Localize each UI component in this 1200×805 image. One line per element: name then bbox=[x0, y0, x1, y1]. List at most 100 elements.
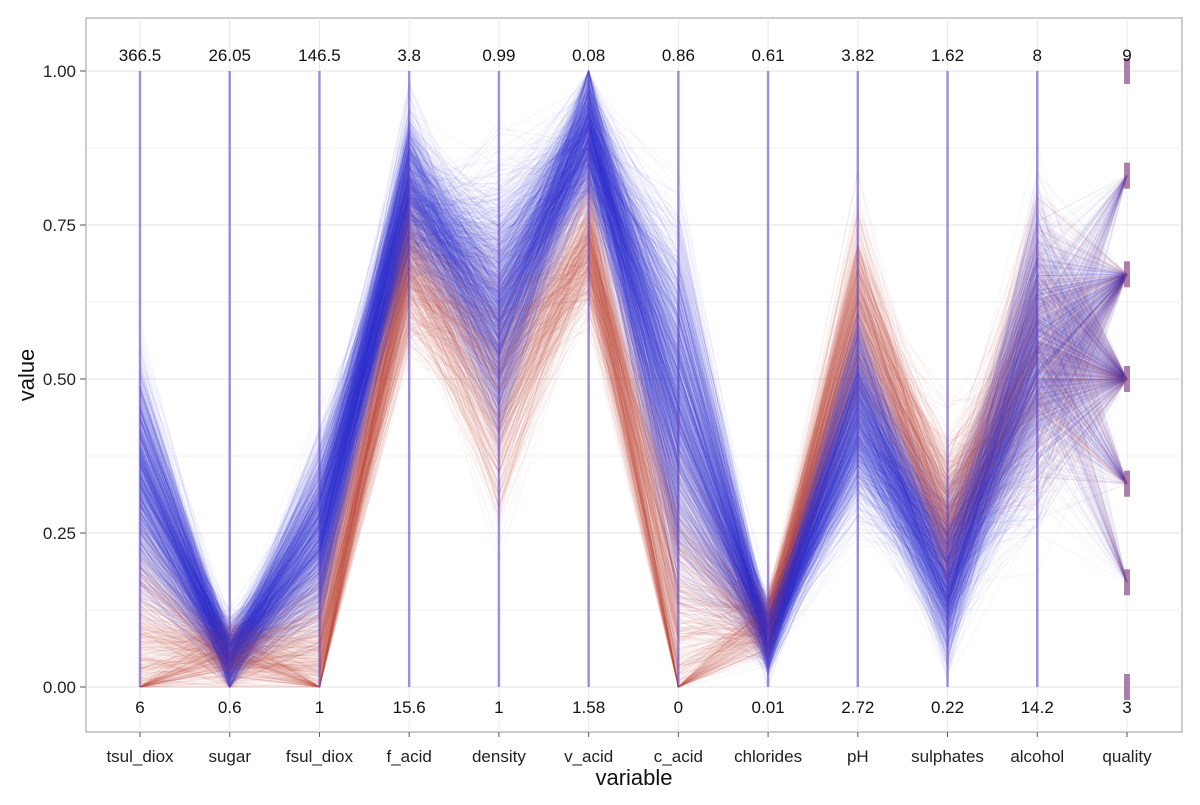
data-line bbox=[139, 159, 1128, 688]
data-line bbox=[139, 245, 1128, 671]
data-line bbox=[139, 270, 1128, 688]
data-line bbox=[139, 108, 1128, 674]
data-line bbox=[139, 117, 1128, 674]
data-line bbox=[139, 130, 1128, 674]
data-line bbox=[139, 124, 1128, 667]
data-line bbox=[139, 199, 1128, 664]
x-tick-label: sulphates bbox=[911, 747, 984, 766]
data-line bbox=[139, 195, 1128, 688]
data-line bbox=[139, 116, 1128, 659]
data-line bbox=[139, 117, 1128, 665]
data-line bbox=[139, 98, 1128, 666]
data-line bbox=[139, 119, 1128, 665]
data-line bbox=[139, 111, 1128, 657]
data-line bbox=[139, 80, 1128, 666]
data-line bbox=[139, 192, 1128, 651]
data-line bbox=[139, 125, 1128, 674]
data-line bbox=[139, 161, 1128, 639]
data-line bbox=[139, 112, 1128, 654]
data-line bbox=[139, 145, 1128, 647]
data-line bbox=[139, 144, 1128, 684]
data-line bbox=[139, 82, 1128, 656]
axis-max-label: 8 bbox=[1033, 46, 1042, 65]
data-line bbox=[139, 87, 1128, 671]
data-line bbox=[139, 124, 1128, 673]
data-line bbox=[139, 202, 1128, 688]
data-line bbox=[139, 240, 1128, 688]
data-line bbox=[139, 139, 1128, 656]
data-line bbox=[139, 98, 1128, 644]
data-line bbox=[139, 111, 1128, 659]
data-line bbox=[139, 190, 1128, 670]
data-line bbox=[139, 138, 1128, 689]
data-line bbox=[139, 253, 1128, 667]
data-line bbox=[139, 119, 1128, 643]
data-line bbox=[139, 182, 1128, 648]
data-line bbox=[139, 259, 1128, 688]
data-line bbox=[139, 285, 1128, 638]
data-line bbox=[139, 132, 1128, 655]
data-line bbox=[139, 149, 1128, 658]
data-line bbox=[139, 108, 1128, 666]
data-line bbox=[139, 245, 1128, 688]
data-line bbox=[139, 209, 1128, 688]
data-line bbox=[139, 129, 1128, 643]
data-line bbox=[139, 233, 1128, 666]
data-line bbox=[139, 105, 1128, 664]
data-line bbox=[139, 117, 1128, 642]
data-line bbox=[139, 273, 1128, 688]
data-line bbox=[139, 119, 1128, 676]
data-line bbox=[139, 232, 1128, 637]
data-line bbox=[139, 183, 1128, 688]
data-line bbox=[139, 199, 1128, 646]
data-line bbox=[139, 93, 1128, 678]
data-line bbox=[139, 269, 1128, 674]
data-line bbox=[139, 69, 1128, 648]
data-line bbox=[139, 104, 1128, 652]
y-axis-title: value bbox=[14, 349, 39, 402]
data-line bbox=[139, 148, 1128, 668]
data-line bbox=[139, 152, 1128, 665]
data-line bbox=[139, 197, 1128, 684]
data-line bbox=[139, 73, 1128, 646]
data-line bbox=[139, 94, 1128, 651]
data-line bbox=[139, 109, 1128, 677]
data-line bbox=[139, 119, 1128, 664]
data-line bbox=[139, 122, 1128, 647]
data-line bbox=[139, 260, 1128, 668]
data-line bbox=[139, 180, 1128, 658]
data-line bbox=[139, 150, 1128, 653]
data-line bbox=[139, 225, 1128, 682]
data-line bbox=[139, 156, 1128, 661]
data-line bbox=[139, 139, 1128, 657]
data-line bbox=[139, 229, 1128, 688]
x-tick-label: density bbox=[472, 747, 526, 766]
data-line bbox=[139, 151, 1128, 670]
data-line bbox=[139, 156, 1128, 678]
data-line bbox=[139, 158, 1128, 682]
data-line bbox=[139, 140, 1128, 666]
data-line bbox=[139, 70, 1128, 662]
data-line bbox=[139, 91, 1128, 680]
data-line bbox=[139, 230, 1128, 679]
data-line bbox=[139, 238, 1128, 688]
data-line bbox=[139, 90, 1128, 649]
data-line bbox=[139, 82, 1128, 666]
data-line bbox=[139, 115, 1128, 678]
data-line bbox=[139, 155, 1128, 664]
quality-level-bar bbox=[1124, 162, 1130, 189]
data-line bbox=[139, 138, 1128, 647]
data-line bbox=[139, 129, 1128, 666]
data-line bbox=[139, 97, 1128, 676]
data-line bbox=[139, 133, 1128, 643]
data-line bbox=[139, 183, 1128, 676]
data-line bbox=[139, 175, 1128, 688]
data-line bbox=[139, 69, 1128, 662]
data-line bbox=[139, 210, 1128, 650]
data-line bbox=[139, 152, 1128, 650]
x-tick-label: tsul_diox bbox=[106, 747, 174, 766]
data-line bbox=[139, 90, 1128, 673]
data-line bbox=[139, 199, 1128, 685]
data-line bbox=[139, 125, 1128, 652]
data-line bbox=[139, 139, 1128, 678]
